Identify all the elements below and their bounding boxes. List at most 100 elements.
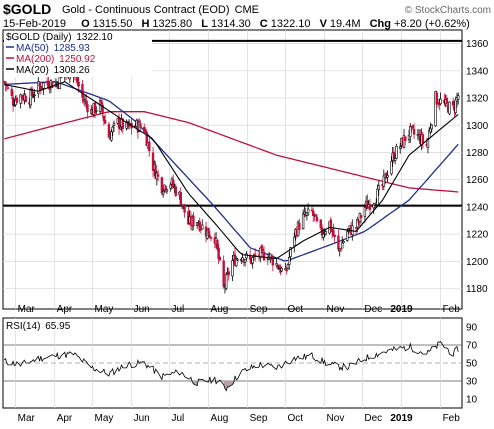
- rsi-tick-label: 90: [466, 323, 478, 334]
- rsi-tick-label: 70: [466, 341, 478, 352]
- candle-body: [13, 104, 16, 107]
- price-tick-label: 1360: [466, 39, 489, 50]
- candle-body: [208, 235, 212, 238]
- candle-body: [42, 82, 45, 89]
- rsi-date-tick-label: May: [95, 413, 114, 424]
- candle-body: [112, 122, 116, 126]
- rsi-tick-label: 30: [466, 377, 478, 388]
- candle-body: [10, 88, 14, 97]
- candle-body: [386, 175, 389, 178]
- price-tick-label: 1280: [466, 148, 489, 159]
- candle-body: [445, 97, 449, 104]
- rsi-date-tick-label: Dec: [364, 413, 382, 424]
- legend-item-ma200: MA(200) 1250.92: [6, 54, 96, 65]
- candle-body: [411, 125, 415, 129]
- legend-value: 1250.92: [59, 54, 96, 65]
- candle-body: [280, 267, 283, 272]
- rsi-tick-label: 50: [466, 359, 478, 370]
- price-tick-label: 1340: [466, 66, 489, 77]
- candle-body: [145, 132, 148, 146]
- candle-body: [319, 219, 322, 229]
- date-tick-label: Mar: [18, 304, 36, 315]
- rsi-date-tick-label: Feb: [443, 413, 461, 424]
- candle-body: [231, 260, 234, 277]
- legend-value: 1308.26: [54, 65, 91, 76]
- candle-body: [342, 241, 345, 244]
- candle-body: [454, 99, 457, 113]
- candle-body: [179, 192, 182, 206]
- price-tick-label: 1300: [466, 121, 489, 132]
- date-tick-label: Feb: [443, 304, 461, 315]
- candle-body: [409, 126, 412, 138]
- candle-body: [47, 80, 50, 88]
- candle-body: [285, 269, 288, 272]
- candle-body: [172, 179, 175, 188]
- candle-body: [314, 214, 317, 218]
- legend-box: [4, 31, 152, 77]
- legend: $GOLD (Daily) 1322.10 MA(50) 1285.93 MA(…: [4, 31, 152, 77]
- candle-body: [260, 245, 263, 249]
- candle-body: [209, 237, 213, 239]
- candle-body: [315, 216, 319, 222]
- date-tick-label: Oct: [287, 304, 303, 315]
- price-tick-label: 1320: [466, 94, 489, 105]
- price-tick-label: 1240: [466, 202, 489, 213]
- legend-label: MA(50): [16, 43, 49, 54]
- candle-body: [86, 104, 89, 113]
- candle-body: [48, 88, 51, 90]
- candle-body: [421, 134, 425, 144]
- price-tick-label: 1260: [466, 175, 489, 186]
- chart-title: Gold - Continuous Contract (EOD) CME: [62, 4, 259, 16]
- candle-body: [207, 227, 210, 237]
- candle-body: [119, 126, 122, 130]
- candle-body: [341, 242, 344, 249]
- date-tick-label: Sep: [250, 304, 268, 315]
- candle-body: [376, 188, 379, 206]
- candle-body: [430, 124, 433, 130]
- candle-body: [301, 213, 305, 230]
- price-tick-label: 1180: [466, 284, 488, 295]
- ma20-line: [4, 81, 459, 260]
- candle-body: [312, 210, 315, 216]
- legend-label: MA(20): [16, 65, 49, 76]
- candle-body: [276, 264, 280, 269]
- rsi-date-tick-label: Nov: [327, 413, 345, 424]
- candle-body: [346, 231, 349, 241]
- rsi-date-tick-label: Apr: [57, 413, 73, 424]
- rsi-oversold-area: [216, 381, 219, 384]
- candle-body: [121, 118, 124, 130]
- candle-body: [354, 227, 358, 229]
- price-panel: 1180 1200 1220 1240 1260 1280 1300 1320 1340 1360…: [2, 29, 489, 315]
- candle-body: [448, 101, 451, 115]
- candle-body: [337, 235, 340, 250]
- candle-body: [284, 268, 287, 271]
- candle-body: [393, 157, 397, 161]
- date-tick-label: Apr: [57, 304, 73, 315]
- candle-body: [192, 215, 195, 227]
- candle-body: [363, 206, 367, 217]
- candle-body: [15, 97, 19, 103]
- candle-body: [198, 221, 201, 231]
- candle-body: [224, 274, 228, 289]
- candle-body: [38, 82, 41, 86]
- legend-label: $GOLD (Daily): [6, 32, 72, 43]
- candle-body: [236, 259, 239, 261]
- rsi-date-tick-label: Jun: [134, 413, 150, 424]
- svg-text:MA(200) 1250.92: MA(200) 1250.92: [16, 54, 96, 65]
- candle-body: [110, 131, 113, 141]
- candle-body: [164, 186, 167, 191]
- watermark: © StockCharts.com: [405, 5, 491, 16]
- candle-body: [107, 124, 111, 138]
- candle-body: [32, 96, 35, 98]
- candle-body: [217, 247, 220, 260]
- symbol-label: $GOLD: [3, 1, 51, 17]
- candle-body: [359, 215, 363, 219]
- svg-text:$GOLD (Daily) 1322.10: $GOLD (Daily) 1322.10: [6, 32, 113, 43]
- candle-body: [322, 233, 325, 238]
- candle-body: [77, 81, 80, 87]
- candle-body: [139, 123, 142, 128]
- legend-item-ma20: MA(20) 1308.26: [6, 65, 90, 76]
- candle-body: [251, 257, 254, 264]
- rsi-legend-value: 65.95: [45, 321, 70, 332]
- candle-body: [333, 234, 336, 238]
